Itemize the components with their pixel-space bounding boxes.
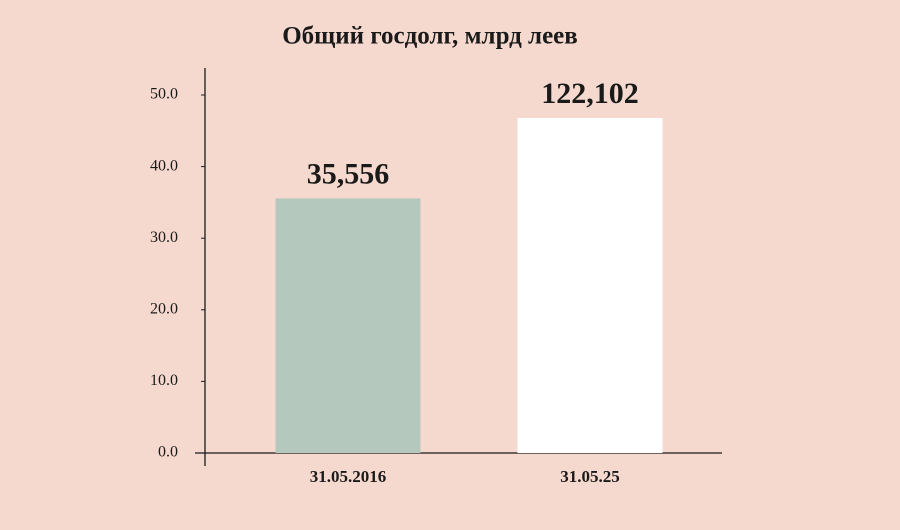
y-tick-label: 50.0 — [150, 86, 178, 103]
y-tick-label: 20.0 — [150, 300, 178, 317]
y-tick-label: 10.0 — [150, 372, 178, 389]
chart-title: Общий госдолг, млрд леев — [282, 23, 578, 50]
value-label: 122,102 — [541, 77, 639, 110]
y-tick-label: 0.0 — [158, 444, 178, 461]
y-tick-label: 30.0 — [150, 229, 178, 246]
x-tick-label: 31.05.2016 — [310, 467, 387, 486]
plot-area — [275, 118, 663, 453]
y-tick-label: 40.0 — [150, 157, 178, 174]
x-tick-label: 31.05.25 — [560, 467, 620, 486]
value-label: 35,556 — [307, 157, 390, 190]
bar — [275, 198, 421, 453]
bar — [517, 118, 663, 453]
